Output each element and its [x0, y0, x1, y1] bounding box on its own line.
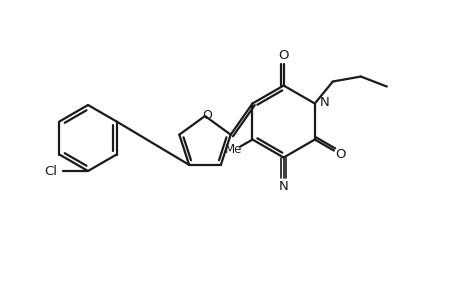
Text: O: O	[335, 148, 345, 161]
Text: N: N	[319, 96, 329, 109]
Text: Me: Me	[224, 143, 241, 156]
Text: N: N	[278, 180, 288, 193]
Text: O: O	[202, 109, 212, 122]
Text: Cl: Cl	[45, 164, 57, 178]
Text: O: O	[278, 49, 288, 62]
